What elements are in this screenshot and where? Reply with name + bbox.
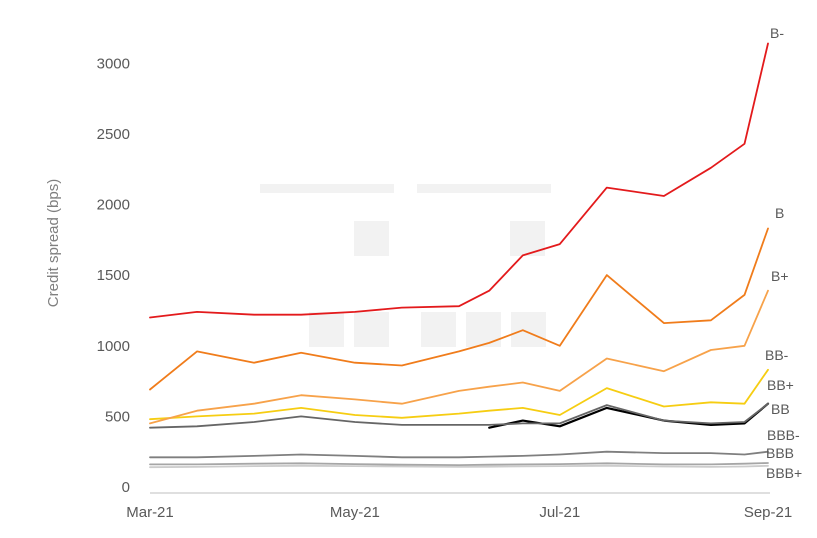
x-tick-label: Sep-21 <box>744 504 792 521</box>
y-tick-label: 1000 <box>97 338 130 355</box>
y-tick-label: 3000 <box>97 55 130 72</box>
series-line-bb-minus <box>149 368 769 421</box>
x-tick-label: Jul-21 <box>539 504 580 521</box>
series-line-bb-plus <box>149 402 769 429</box>
y-tick-label: 2500 <box>97 126 130 143</box>
series-line-bbb-minus <box>149 450 769 459</box>
x-tick-labels: Mar-21 May-21 Jul-21 Sep-21 <box>126 504 792 521</box>
watermark <box>260 184 551 347</box>
series-label: B <box>775 205 784 221</box>
series-label: BB+ <box>767 377 794 393</box>
series-label: BB- <box>765 347 789 363</box>
series-label: B- <box>770 25 784 41</box>
series-line-b-plus <box>149 289 769 425</box>
x-tick-label: May-21 <box>330 504 380 521</box>
y-tick-label: 0 <box>122 479 130 496</box>
series-lines <box>149 42 770 469</box>
series-label: BBB+ <box>766 465 802 481</box>
y-tick-label: 500 <box>105 408 130 425</box>
series-label: B+ <box>771 268 789 284</box>
x-tick-label: Mar-21 <box>126 504 174 521</box>
y-axis-label: Credit spread (bps) <box>45 179 62 307</box>
series-line-b <box>149 227 769 391</box>
series-line-bbb-plus <box>149 464 769 469</box>
series-line-b-minus <box>149 42 769 319</box>
y-tick-labels: 0 500 1000 1500 2000 2500 3000 <box>97 55 130 496</box>
series-label: BBB- <box>767 427 800 443</box>
y-tick-label: 1500 <box>97 267 130 284</box>
series-line-bb <box>488 402 770 429</box>
series-label: BB <box>771 401 790 417</box>
series-label: BBB <box>766 445 794 461</box>
y-tick-label: 2000 <box>97 197 130 214</box>
series-line-bbb <box>149 462 769 466</box>
